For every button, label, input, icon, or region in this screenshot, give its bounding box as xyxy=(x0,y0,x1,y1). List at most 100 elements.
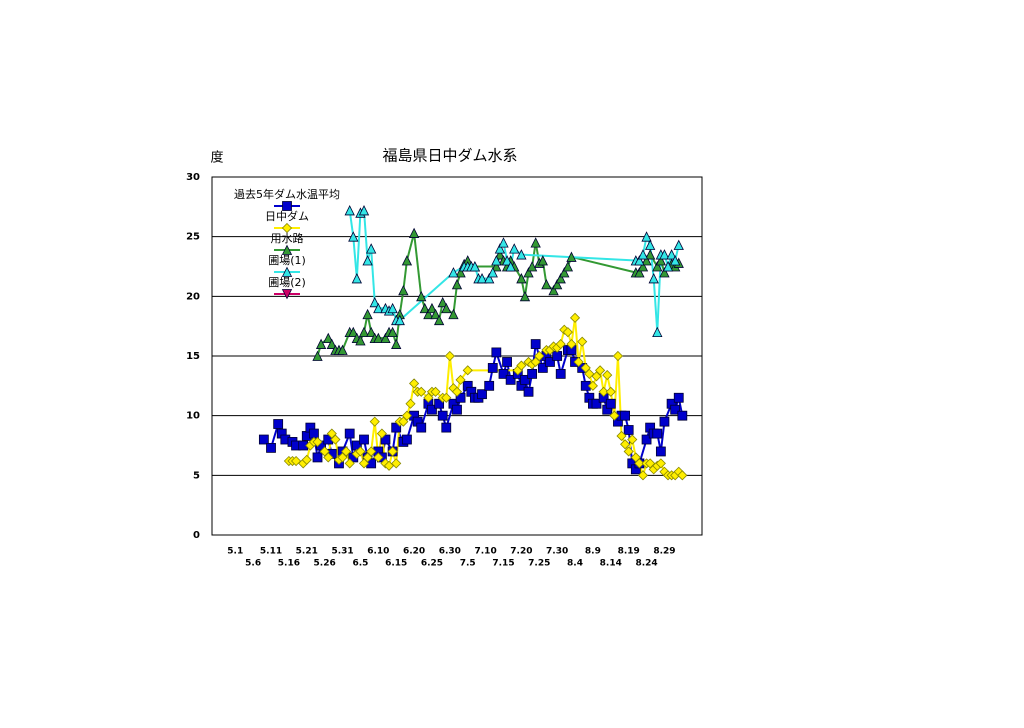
series-segment xyxy=(448,355,455,389)
marker xyxy=(437,410,448,421)
marker xyxy=(659,416,670,427)
marker xyxy=(351,273,363,284)
marker xyxy=(323,332,334,344)
marker xyxy=(477,389,487,400)
marker xyxy=(373,302,384,314)
marker xyxy=(566,251,577,262)
marker xyxy=(433,314,445,326)
legend-label: 用水路 xyxy=(271,232,304,245)
marker xyxy=(401,255,413,266)
marker xyxy=(281,222,293,234)
marker xyxy=(594,365,606,376)
marker xyxy=(301,454,312,465)
marker xyxy=(516,249,527,260)
marker xyxy=(534,350,545,362)
series-segment xyxy=(652,278,659,333)
marker xyxy=(405,398,416,409)
marker xyxy=(326,338,337,349)
marker xyxy=(634,255,645,266)
marker xyxy=(644,249,656,260)
marker xyxy=(662,261,674,272)
marker xyxy=(523,386,534,397)
marker xyxy=(348,231,359,242)
marker xyxy=(666,249,677,260)
x-tick-label: 8.4 xyxy=(567,559,583,569)
marker xyxy=(498,368,509,379)
marker xyxy=(548,284,559,296)
marker xyxy=(366,326,377,338)
marker xyxy=(648,273,659,284)
y-tick-label: 30 xyxy=(186,172,200,183)
marker xyxy=(652,428,663,439)
marker xyxy=(527,368,538,379)
marker xyxy=(562,261,574,272)
marker xyxy=(609,410,620,421)
marker xyxy=(266,442,276,453)
marker xyxy=(348,326,359,338)
marker xyxy=(541,279,552,290)
marker xyxy=(487,363,498,373)
marker xyxy=(498,237,509,248)
marker xyxy=(323,452,334,463)
marker xyxy=(623,446,634,457)
marker xyxy=(620,410,631,421)
marker xyxy=(537,255,548,266)
y-tick-label: 20 xyxy=(186,291,200,302)
marker xyxy=(491,261,502,272)
marker xyxy=(555,273,566,284)
marker xyxy=(369,416,380,427)
marker xyxy=(677,410,688,421)
marker xyxy=(562,327,573,338)
marker xyxy=(409,378,420,389)
marker xyxy=(551,279,563,290)
marker xyxy=(416,290,427,302)
marker xyxy=(509,243,520,254)
marker xyxy=(391,458,402,469)
x-tick-label: 6.5 xyxy=(352,559,368,569)
marker xyxy=(391,338,402,349)
marker xyxy=(258,434,269,445)
marker xyxy=(659,267,670,278)
marker xyxy=(312,436,323,447)
marker xyxy=(637,261,649,272)
marker xyxy=(670,404,681,415)
marker xyxy=(452,404,462,415)
series-segment xyxy=(571,255,637,274)
marker xyxy=(330,434,341,445)
series-segment xyxy=(452,284,458,315)
x-tick-label: 6.20 xyxy=(403,547,425,557)
x-tick-label: 5.6 xyxy=(245,559,261,569)
marker xyxy=(451,386,463,397)
marker xyxy=(494,243,506,254)
legend-label: 日中ダム xyxy=(265,209,309,223)
marker xyxy=(312,350,323,361)
marker xyxy=(358,326,370,338)
y-tick-label: 10 xyxy=(186,411,200,422)
marker xyxy=(469,261,481,272)
marker xyxy=(366,446,377,457)
legend-label: 圃場(2) xyxy=(268,276,306,289)
marker xyxy=(502,357,512,367)
marker xyxy=(677,470,688,481)
marker xyxy=(476,273,488,284)
marker xyxy=(516,273,527,284)
series-segment xyxy=(355,212,362,279)
marker xyxy=(530,237,541,248)
marker xyxy=(430,386,441,397)
marker xyxy=(602,370,613,381)
marker xyxy=(569,312,581,323)
marker xyxy=(416,422,427,433)
x-tick-label: 7.5 xyxy=(460,559,476,569)
marker xyxy=(505,261,516,272)
marker xyxy=(273,419,284,429)
x-tick-label: 5.16 xyxy=(278,559,300,569)
series-segment xyxy=(413,232,423,297)
marker xyxy=(555,339,566,350)
marker xyxy=(520,374,530,385)
marker xyxy=(634,267,645,278)
marker xyxy=(566,339,577,350)
x-tick-label: 7.30 xyxy=(546,547,568,557)
marker xyxy=(523,267,534,278)
x-tick-label: 7.10 xyxy=(475,547,497,557)
